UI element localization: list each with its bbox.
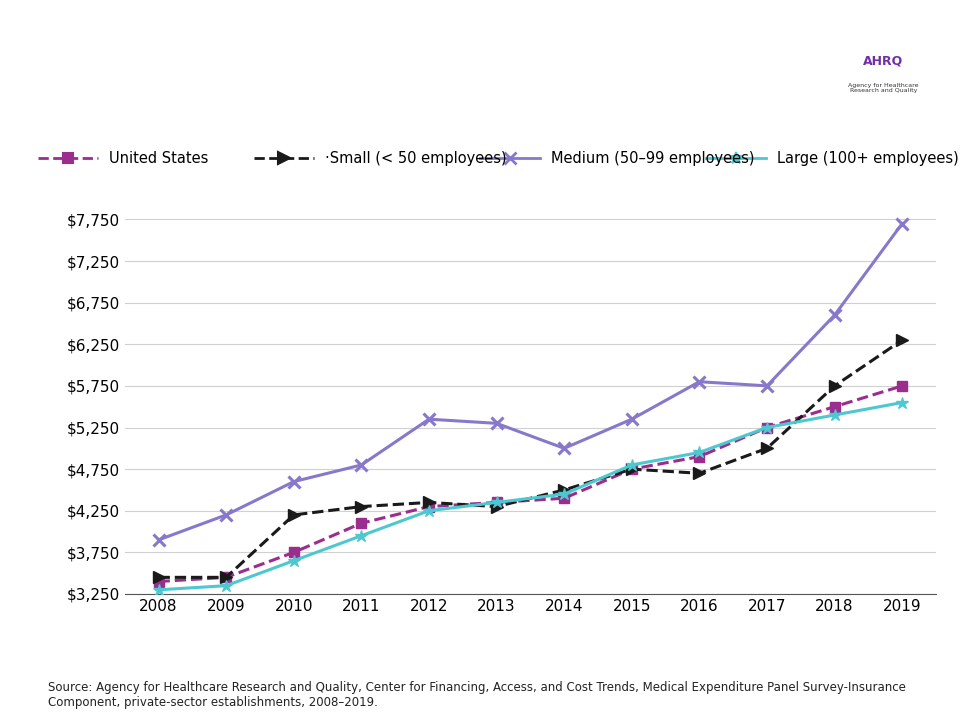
Text: Agency for Healthcare
Research and Quality: Agency for Healthcare Research and Quali… (848, 83, 919, 94)
FancyBboxPatch shape (802, 6, 960, 131)
Text: AHRQ: AHRQ (863, 55, 903, 68)
Text: Large (100+ employees): Large (100+ employees) (777, 150, 958, 166)
Text: ·Small (< 50 employees): ·Small (< 50 employees) (325, 150, 507, 166)
Text: Source: Agency for Healthcare Research and Quality, Center for Financing, Access: Source: Agency for Healthcare Research a… (48, 681, 906, 709)
Text: Figure 12. Average annual employee contribution (in dollars) for family: Figure 12. Average annual employee contr… (35, 42, 791, 61)
Text: coverage, overall and by firm size, 2008–2019: coverage, overall and by firm size, 2008… (170, 88, 656, 107)
Text: United States: United States (108, 150, 208, 166)
Text: Medium (50–99 employees): Medium (50–99 employees) (551, 150, 755, 166)
